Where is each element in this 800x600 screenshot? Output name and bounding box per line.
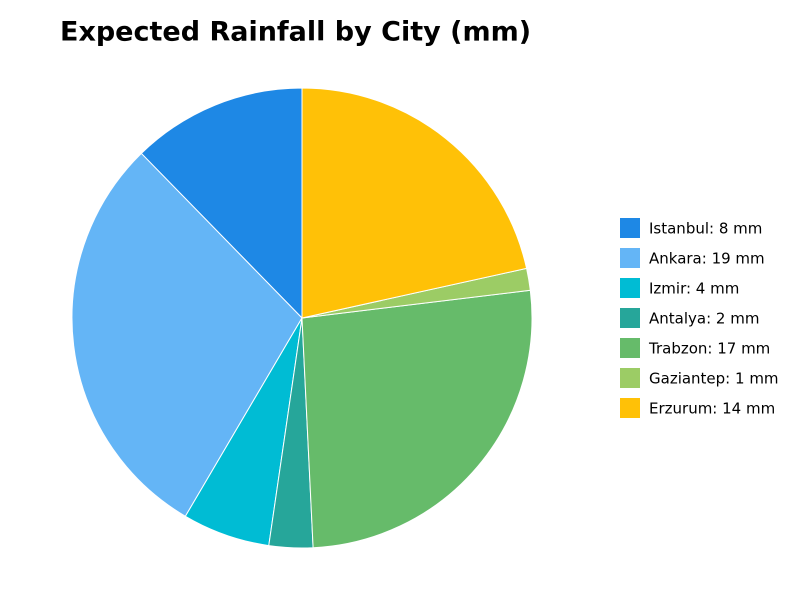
legend-label: Gaziantep: 1 mm	[649, 370, 779, 388]
pie-slice	[140, 87, 303, 320]
legend-label: Ankara: 19 mm	[649, 250, 765, 268]
legend-swatch	[620, 218, 640, 238]
pie-slice	[301, 87, 528, 319]
legend-label: Antalya: 2 mm	[649, 310, 759, 328]
legend-swatch	[620, 278, 640, 298]
pie-slice	[301, 289, 533, 549]
legend-swatch	[620, 248, 640, 268]
pie-slice	[71, 152, 303, 517]
legend-swatch	[620, 308, 640, 328]
legend-swatch	[620, 338, 640, 358]
legend-label: Trabzon: 17 mm	[648, 340, 770, 358]
legend-label: Izmir: 4 mm	[649, 280, 739, 298]
legend-swatch	[620, 398, 640, 418]
legend-label: Erzurum: 14 mm	[649, 400, 775, 418]
legend-label: Istanbul: 8 mm	[649, 220, 762, 238]
chart-title: Expected Rainfall by City (mm)	[60, 17, 531, 48]
legend-swatch	[620, 368, 640, 388]
